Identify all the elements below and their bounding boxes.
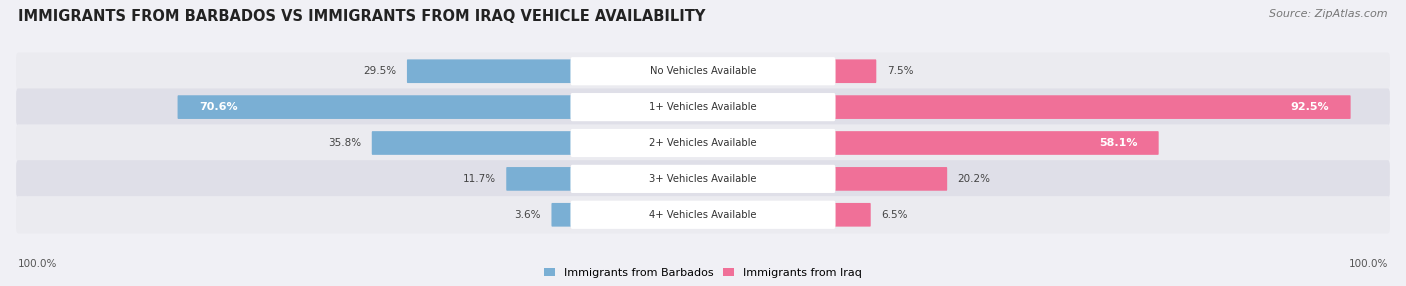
Text: 3+ Vehicles Available: 3+ Vehicles Available xyxy=(650,174,756,184)
FancyBboxPatch shape xyxy=(834,131,1159,155)
Text: 92.5%: 92.5% xyxy=(1291,102,1330,112)
Text: 29.5%: 29.5% xyxy=(363,66,396,76)
Text: 100.0%: 100.0% xyxy=(18,259,58,269)
FancyBboxPatch shape xyxy=(834,203,870,227)
Text: 100.0%: 100.0% xyxy=(1348,259,1388,269)
Text: 2+ Vehicles Available: 2+ Vehicles Available xyxy=(650,138,756,148)
Legend: Immigrants from Barbados, Immigrants from Iraq: Immigrants from Barbados, Immigrants fro… xyxy=(543,266,863,281)
FancyBboxPatch shape xyxy=(834,167,948,191)
Text: 1+ Vehicles Available: 1+ Vehicles Available xyxy=(650,102,756,112)
Text: 20.2%: 20.2% xyxy=(957,174,991,184)
Text: IMMIGRANTS FROM BARBADOS VS IMMIGRANTS FROM IRAQ VEHICLE AVAILABILITY: IMMIGRANTS FROM BARBADOS VS IMMIGRANTS F… xyxy=(18,9,706,23)
FancyBboxPatch shape xyxy=(15,160,1391,198)
FancyBboxPatch shape xyxy=(406,59,572,83)
Text: 4+ Vehicles Available: 4+ Vehicles Available xyxy=(650,210,756,220)
Text: No Vehicles Available: No Vehicles Available xyxy=(650,66,756,76)
FancyBboxPatch shape xyxy=(506,167,572,191)
FancyBboxPatch shape xyxy=(834,95,1351,119)
FancyBboxPatch shape xyxy=(571,93,835,121)
Text: 35.8%: 35.8% xyxy=(328,138,361,148)
FancyBboxPatch shape xyxy=(551,203,572,227)
FancyBboxPatch shape xyxy=(571,57,835,85)
FancyBboxPatch shape xyxy=(15,124,1391,162)
FancyBboxPatch shape xyxy=(571,201,835,229)
FancyBboxPatch shape xyxy=(834,59,876,83)
Text: 70.6%: 70.6% xyxy=(198,102,238,112)
FancyBboxPatch shape xyxy=(15,53,1391,90)
Text: 58.1%: 58.1% xyxy=(1099,138,1137,148)
Text: 3.6%: 3.6% xyxy=(515,210,541,220)
FancyBboxPatch shape xyxy=(15,88,1391,126)
FancyBboxPatch shape xyxy=(371,131,572,155)
Text: Source: ZipAtlas.com: Source: ZipAtlas.com xyxy=(1270,9,1388,19)
Text: 7.5%: 7.5% xyxy=(887,66,914,76)
Text: 11.7%: 11.7% xyxy=(463,174,496,184)
FancyBboxPatch shape xyxy=(15,196,1391,233)
FancyBboxPatch shape xyxy=(571,129,835,157)
Text: 6.5%: 6.5% xyxy=(882,210,908,220)
FancyBboxPatch shape xyxy=(177,95,572,119)
FancyBboxPatch shape xyxy=(571,165,835,193)
